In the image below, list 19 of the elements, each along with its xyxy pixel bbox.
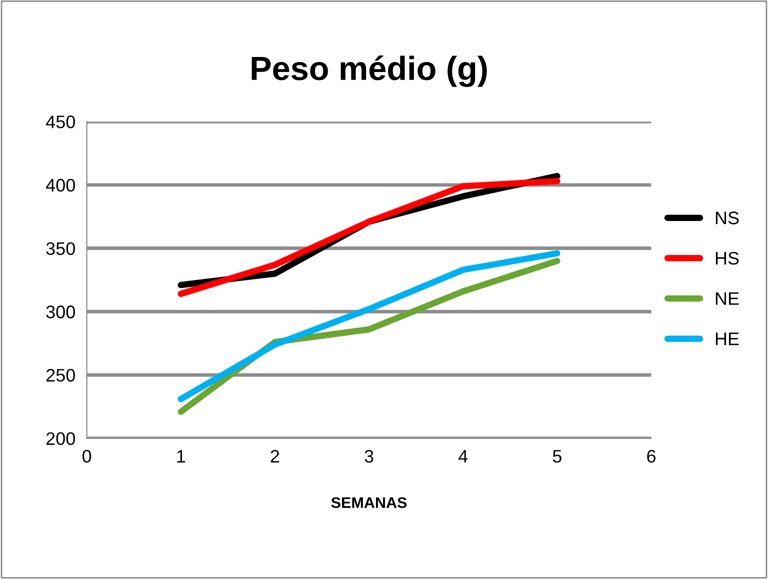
legend-label: HE bbox=[716, 332, 739, 346]
x-tick-label: 2 bbox=[270, 450, 280, 462]
x-tick-label: 6 bbox=[647, 450, 656, 463]
x-tick-label: 0 bbox=[82, 450, 92, 463]
y-tick-label: 350 bbox=[46, 242, 75, 255]
x-tick-label: 5 bbox=[552, 450, 562, 463]
y-tick-label: 300 bbox=[46, 306, 75, 318]
x-tick-label: 4 bbox=[458, 450, 468, 462]
x-tick-label: 1 bbox=[177, 450, 186, 462]
y-tick-label: 450 bbox=[46, 116, 75, 128]
y-tick-label: 250 bbox=[46, 368, 75, 382]
y-tick-label: 400 bbox=[46, 178, 75, 192]
legend-label: NS bbox=[716, 212, 739, 224]
x-tick-label: 3 bbox=[364, 450, 374, 463]
y-tick-label: 200 bbox=[46, 432, 75, 446]
chart-title: Peso médio (g) bbox=[252, 55, 487, 87]
legend-label: HS bbox=[716, 252, 739, 265]
legend-label: NE bbox=[716, 292, 739, 305]
x-axis-title: SEMANAS bbox=[331, 497, 407, 508]
